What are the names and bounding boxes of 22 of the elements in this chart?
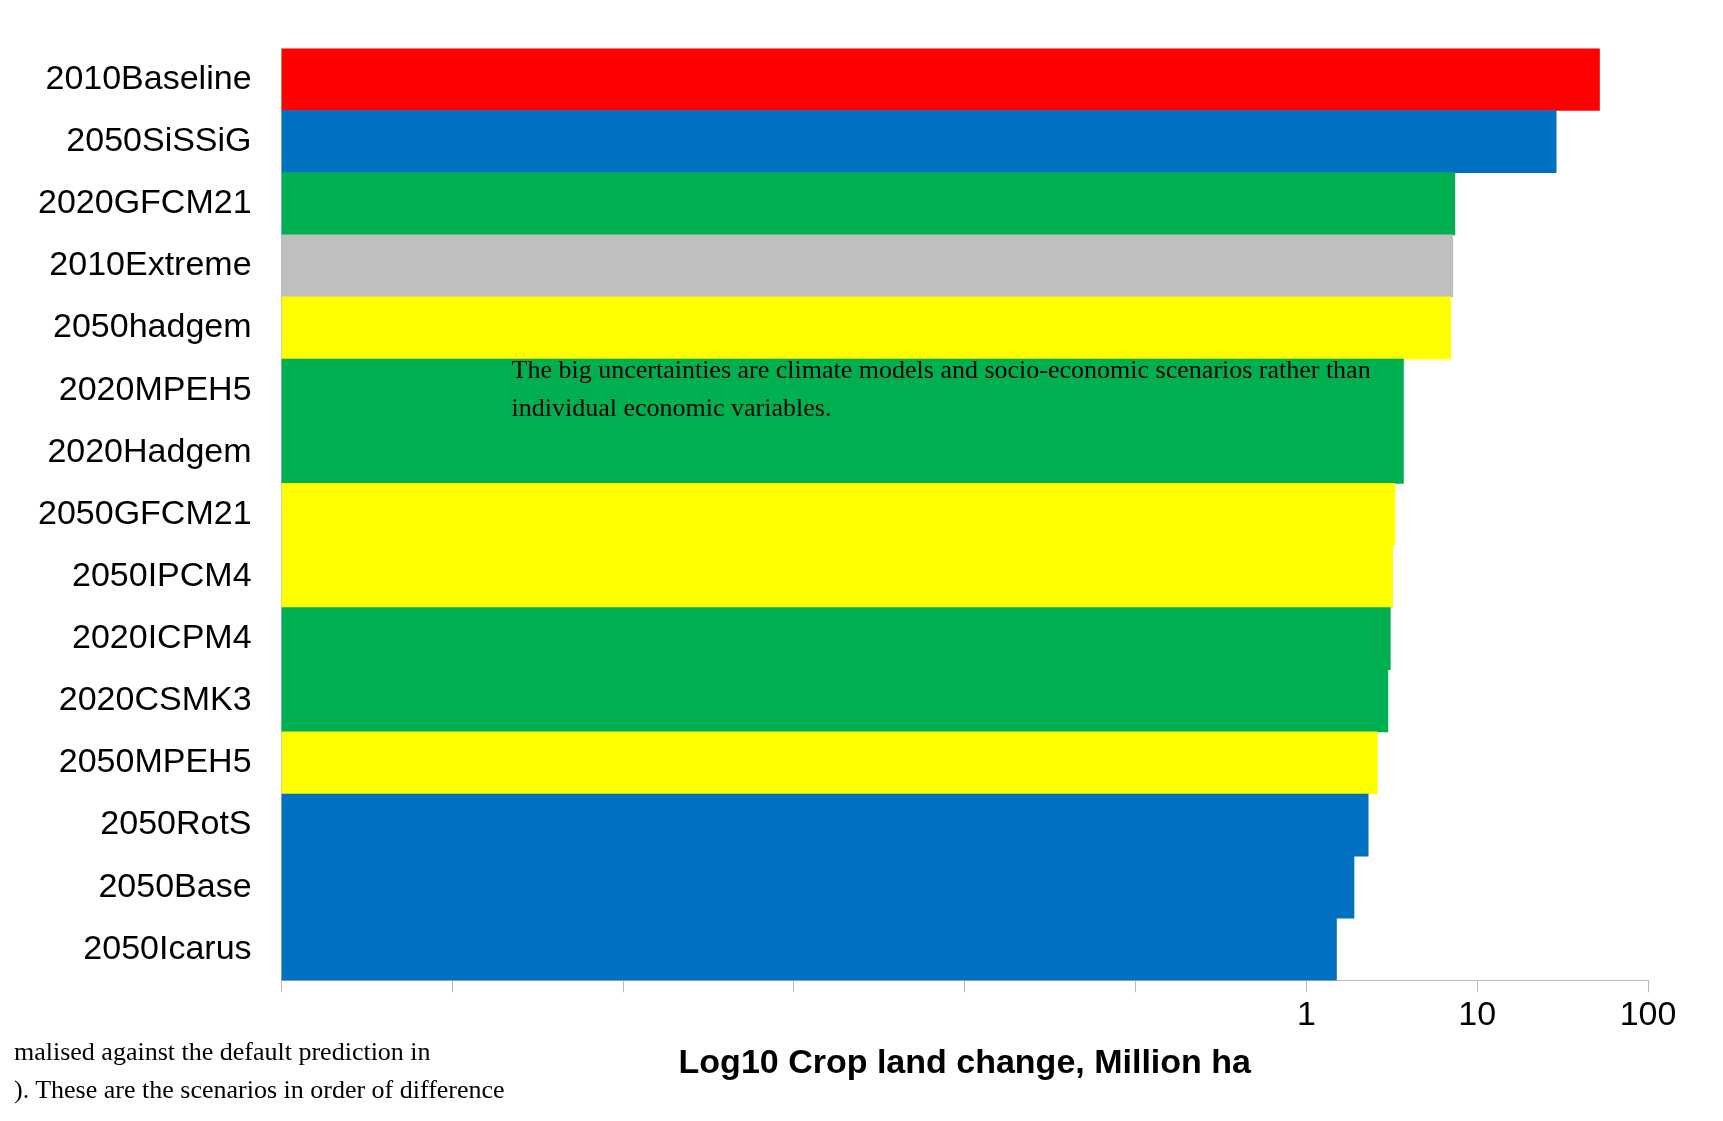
y-tick-label: 2050IPCM4 (72, 554, 252, 593)
x-tick-label: 10 (1458, 994, 1497, 1033)
x-axis-title: Log10 Crop land change, Million ha (678, 1041, 1253, 1080)
y-tick-label: 2010Extreme (49, 244, 252, 283)
y-tick-label: 2020MPEH5 (58, 368, 252, 407)
x-tick-label: 100 (1619, 994, 1677, 1033)
y-tick-label: 2050Base (98, 865, 252, 904)
y-tick-label: 2010Baseline (45, 57, 252, 96)
x-tick-label: 1 (1296, 994, 1316, 1033)
y-tick-label: 2020CSMK3 (58, 679, 252, 718)
annotation: The big uncertainties are climate models and socio-economic scenarios rather than individual economic variables. (511, 355, 1371, 423)
y-tick-label: 2050GFCM21 (38, 492, 252, 531)
y-tick-label: 2020Hadgem (47, 430, 252, 469)
y-tick-label: 2020GFCM21 (38, 182, 252, 221)
text: ). These are the scenarios in order of difference (14, 1075, 505, 1105)
y-tick-label: 2050MPEH5 (58, 741, 252, 780)
y-tick-label: 2050Icarus (83, 927, 252, 966)
y-tick-label: 2050hadgem (53, 306, 252, 345)
y-tick-label: 2050SiSSiG (66, 119, 252, 158)
y-tick-label: 2050RotS (100, 803, 252, 842)
text: malised against the default prediction in (14, 1037, 431, 1067)
y-tick-label: 2020ICPM4 (72, 617, 252, 656)
